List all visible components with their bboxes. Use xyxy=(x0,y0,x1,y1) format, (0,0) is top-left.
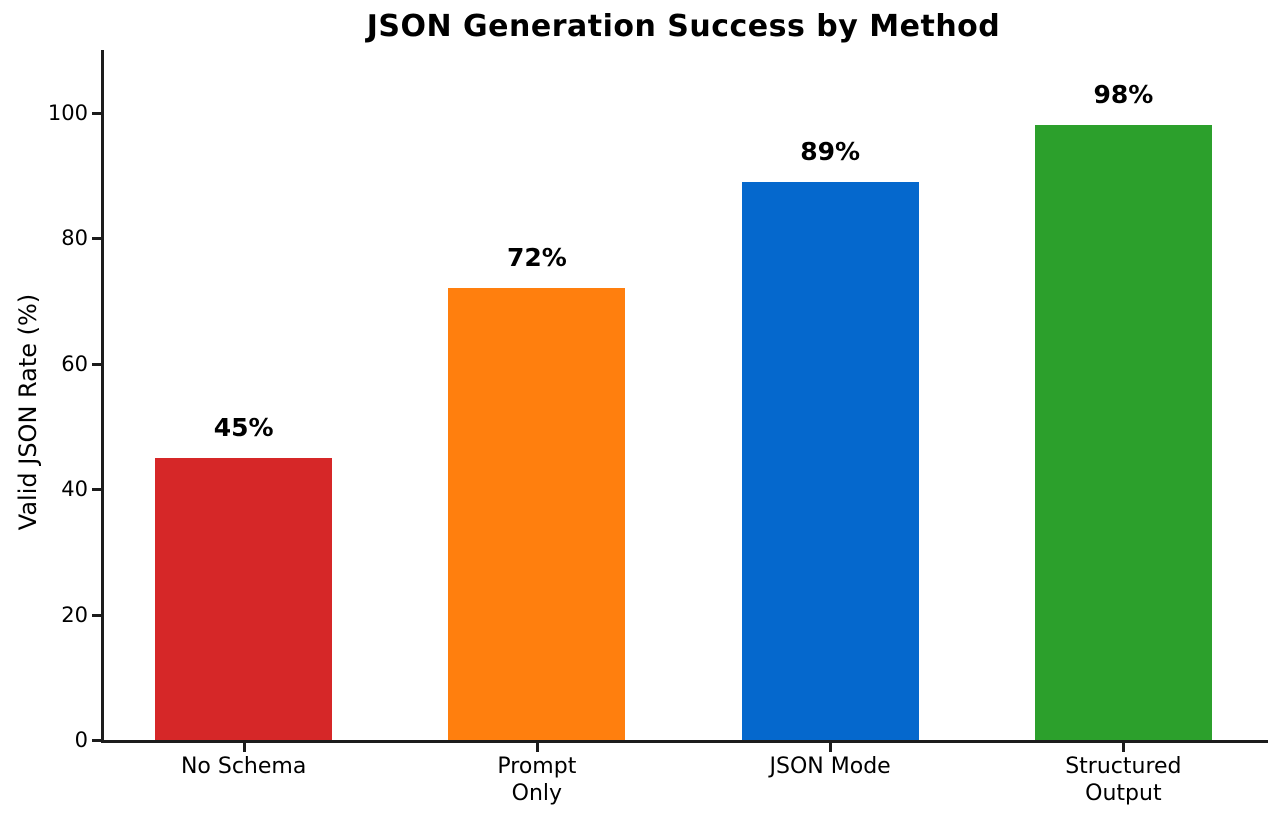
x-tick-mark xyxy=(1122,743,1126,752)
chart-title: JSON Generation Success by Method xyxy=(366,9,1001,44)
bar-value-label: 98% xyxy=(1093,80,1154,110)
bar xyxy=(155,457,333,740)
x-tick-label: Structured Output xyxy=(1065,754,1182,806)
bar xyxy=(741,181,919,740)
bar-value-label: 45% xyxy=(213,412,274,442)
x-tick-label: No Schema xyxy=(180,754,307,779)
y-tick-mark xyxy=(92,739,101,742)
y-tick-label: 40 xyxy=(61,477,88,502)
y-tick-label: 20 xyxy=(61,602,88,627)
y-tick-mark xyxy=(92,111,101,115)
bar xyxy=(448,288,626,740)
bar-value-label: 72% xyxy=(506,243,567,273)
x-tick-label: Prompt Only xyxy=(497,754,577,806)
y-tick-label: 0 xyxy=(74,728,88,752)
x-axis-spine xyxy=(101,740,1268,743)
y-tick-label: 100 xyxy=(47,100,88,125)
bar-value-label: 89% xyxy=(800,136,861,166)
y-tick-mark xyxy=(92,362,101,366)
x-tick-mark xyxy=(242,743,246,752)
y-tick-mark xyxy=(92,237,101,241)
x-tick-label: JSON Mode xyxy=(769,754,891,779)
y-tick-label: 80 xyxy=(61,226,88,251)
x-tick-mark xyxy=(829,743,833,752)
y-tick-label: 60 xyxy=(61,351,88,376)
y-axis-spine xyxy=(101,50,104,743)
y-tick-mark xyxy=(92,488,101,492)
bar xyxy=(1034,125,1212,740)
y-tick-mark xyxy=(92,613,101,617)
x-tick-mark xyxy=(535,743,539,752)
